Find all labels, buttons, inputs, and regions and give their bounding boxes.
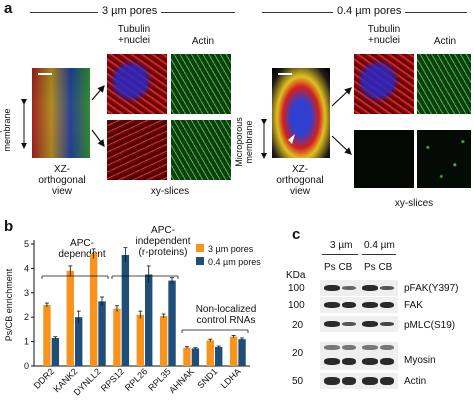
left-actin-header: Actin bbox=[191, 36, 215, 47]
right-actin-header: Actin bbox=[433, 36, 457, 47]
right-actin-bottom-image bbox=[417, 130, 471, 188]
x-tick-label: RPS12 bbox=[99, 366, 126, 393]
lanes-3um: Ps CB bbox=[324, 262, 353, 273]
blot-strip bbox=[320, 297, 398, 313]
legend-swatch bbox=[196, 257, 204, 265]
blot-marker: 50 bbox=[292, 376, 304, 387]
blot-label: pFAK(Y397) bbox=[404, 283, 459, 294]
header-underline-3 bbox=[322, 254, 358, 255]
right-xz-orthogonal-image bbox=[272, 68, 330, 158]
y-axis-label: Ps/CB enrichment bbox=[4, 268, 14, 341]
left-actin-bottom-image bbox=[171, 120, 231, 180]
right-xz-label: XZ- orthogonal view bbox=[276, 164, 324, 197]
panel-b-label: b bbox=[4, 218, 14, 235]
scale-bar bbox=[278, 73, 292, 75]
x-tick-label: RPL26 bbox=[123, 366, 150, 393]
blot-label: FAK bbox=[404, 300, 423, 311]
group-label-apc-dependent: APC- dependent bbox=[58, 238, 106, 260]
bar bbox=[145, 274, 153, 366]
bar bbox=[75, 317, 83, 366]
bar bbox=[89, 253, 98, 366]
bar bbox=[229, 336, 238, 366]
blot-marker: 100 bbox=[288, 283, 305, 294]
y-tick-label: 2 bbox=[24, 312, 29, 322]
bar bbox=[51, 337, 60, 366]
panel-a-label: a bbox=[4, 0, 13, 17]
bar bbox=[66, 270, 74, 366]
blot-strip bbox=[320, 342, 398, 370]
group-label-apc-independent: APC- independent (r-proteins) bbox=[135, 225, 191, 258]
x-tick-label: SND1 bbox=[195, 366, 219, 390]
legend-label: 0.4 µm pores bbox=[208, 257, 261, 267]
y-tick-label: 5 bbox=[24, 239, 29, 249]
bar bbox=[136, 314, 144, 366]
y-tick-label: 4 bbox=[24, 263, 29, 273]
blot-label: pMLC(S19) bbox=[404, 320, 456, 331]
blot-marker: 100 bbox=[288, 300, 305, 311]
arrow-left-bottom bbox=[91, 129, 105, 147]
right-title: 0.4 µm pores bbox=[333, 6, 406, 17]
blot-marker: 20 bbox=[292, 348, 304, 359]
arrow-right-top bbox=[331, 87, 352, 107]
blot-label: Actin bbox=[404, 376, 427, 387]
left-tubulin-bottom-image bbox=[107, 120, 167, 180]
bar bbox=[43, 305, 51, 366]
arrow-left-top bbox=[91, 85, 105, 101]
legend-label: 3 µm pores bbox=[208, 244, 254, 254]
panel-a-arrows bbox=[21, 85, 352, 159]
left-tubulin-top-image bbox=[107, 54, 167, 114]
bar bbox=[191, 348, 200, 366]
blot-marker: 20 bbox=[292, 320, 304, 331]
right-tubulin-top-image bbox=[354, 54, 414, 114]
bar bbox=[113, 308, 121, 366]
header-3um: 3 µm bbox=[330, 240, 353, 251]
bar bbox=[238, 339, 246, 366]
legend-swatch bbox=[196, 244, 204, 252]
left-xz-orthogonal-image bbox=[32, 68, 90, 158]
bar bbox=[98, 301, 106, 366]
right-tubulin-bottom-image bbox=[354, 130, 414, 188]
kda-label: KDa bbox=[286, 270, 306, 281]
bar bbox=[215, 346, 223, 366]
panel-c-label: c bbox=[292, 226, 301, 243]
blot-strip bbox=[320, 316, 398, 332]
x-tick-label: LDHA bbox=[219, 366, 243, 390]
left-actin-top-image bbox=[171, 54, 231, 114]
right-tubulin-header: Tubulin +nuclei bbox=[367, 24, 401, 46]
right-membrane-label: Microporous membrane bbox=[234, 117, 254, 167]
arrow-right-bottom bbox=[331, 135, 352, 155]
right-actin-top-image bbox=[417, 54, 471, 114]
bar bbox=[121, 254, 130, 366]
header-04um: 0.4 µm bbox=[364, 240, 395, 251]
scale-bar bbox=[38, 73, 52, 75]
y-tick-label: 1 bbox=[24, 337, 29, 347]
bar bbox=[159, 315, 168, 366]
bar bbox=[206, 340, 214, 366]
blot-strip bbox=[320, 373, 398, 389]
pore-arrowhead bbox=[288, 134, 295, 144]
group-label-control: Non-localized control RNAs bbox=[195, 304, 257, 326]
blot-strip bbox=[320, 280, 398, 296]
left-title: 3 µm pores bbox=[98, 6, 162, 17]
left-xy-label: xy-slices bbox=[150, 186, 190, 197]
bar bbox=[168, 280, 176, 366]
left-tubulin-header: Tubulin +nuclei bbox=[117, 24, 151, 46]
x-tick-label: AHNAK bbox=[167, 366, 196, 395]
left-membrane-label: Microporous membrane bbox=[0, 105, 12, 155]
right-xy-label: xy-slices bbox=[394, 198, 434, 209]
lanes-04um: Ps CB bbox=[364, 262, 393, 273]
y-tick-label: 3 bbox=[24, 288, 29, 298]
y-tick-label: 0 bbox=[24, 361, 29, 371]
header-underline-04 bbox=[362, 254, 396, 255]
blot-label: Myosin bbox=[404, 355, 436, 366]
left-xz-label: XZ- orthogonal view bbox=[38, 164, 86, 197]
bar bbox=[183, 347, 191, 366]
